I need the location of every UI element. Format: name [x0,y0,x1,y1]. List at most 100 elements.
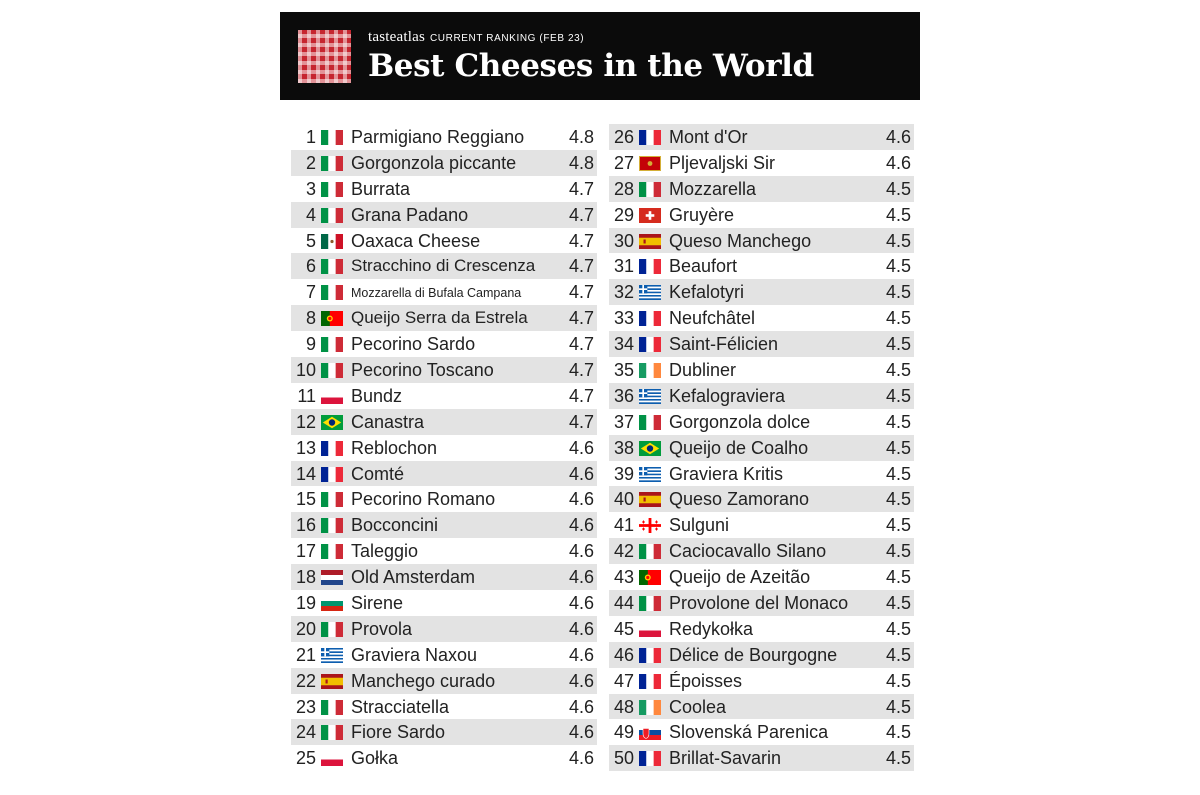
rank-number: 37 [613,411,634,432]
ranking-row: 17 Taleggio 4.6 [291,538,597,564]
rating-score: 4.6 [568,722,594,743]
rank-number: 3 [305,178,316,199]
rank-number: 24 [295,722,316,743]
flag-italy-icon [321,258,343,275]
rating-score: 4.8 [568,152,594,173]
rank-number: 35 [613,360,634,381]
rank-number: 48 [613,696,634,717]
rank-number: 1 [305,127,316,147]
ranking-row: 45 Redykołka 4.5 [609,616,914,642]
rank-number: 29 [613,204,634,225]
flag-italy-icon [639,595,661,612]
rating-score: 4.5 [885,256,911,277]
rating-score: 4.5 [885,489,911,510]
header-topline: tasteatlas CURRENT RANKING (FEB 23) [368,28,584,46]
flag-ireland-icon [639,362,661,379]
ranking-row: 48 Coolea 4.5 [609,693,914,720]
cheese-name: Queso Zamorano [669,489,810,510]
rating-score: 4.6 [568,670,594,691]
rating-score: 4.5 [885,618,911,639]
rating-score: 4.7 [568,282,594,303]
rank-number: 33 [613,308,634,329]
flag-italy-icon [321,155,343,171]
flag-italy-icon [639,414,661,430]
rank-number: 21 [295,644,316,665]
rating-score: 4.6 [568,437,594,458]
flag-poland-icon [321,388,343,404]
flag-italy-icon [321,207,343,223]
cheese-name: Kefalotyri [669,282,745,303]
ranking-row: 19 Sirene 4.6 [291,590,597,616]
rating-score: 4.6 [568,593,594,614]
rank-number: 50 [613,748,634,769]
ranking-row: 15 Pecorino Romano 4.6 [291,486,597,512]
cheese-name: Oaxaca Cheese [351,230,481,251]
ranking-row: 40 Queso Zamorano 4.5 [609,486,914,513]
flag-netherlands-icon [321,569,343,586]
ranking-row: 36 Kefalograviera 4.5 [609,382,914,409]
rating-score: 4.7 [568,385,594,406]
cheese-name: Slovenská Parenica [669,722,829,743]
rank-number: 28 [613,178,634,199]
cheese-name: Stracchino di Crescenza [351,256,536,276]
rating-score: 4.6 [568,515,594,536]
rating-score: 4.6 [568,644,594,665]
cheese-name: Fiore Sardo [351,722,446,743]
rank-number: 41 [613,515,634,536]
cheese-name: Saint-Félicien [669,334,779,355]
checkered-tablecloth-icon [298,30,351,83]
rank-number: 49 [613,722,634,743]
rank-number: 23 [295,696,316,717]
rating-score: 4.6 [568,463,594,484]
flag-brazil-icon [639,440,661,456]
ranking-row: 49 Slovenská Parenica 4.5 [609,719,914,745]
flag-brazil-icon [321,414,343,430]
rating-score: 4.5 [885,334,911,355]
ranking-row: 34 Saint-Félicien 4.5 [609,331,914,358]
cheese-name: Pljevaljski Sir [669,152,776,173]
cheese-name: Queijo Serra da Estrela [351,308,528,328]
cheese-name: Kefalograviera [669,385,786,406]
ranking-row: 29 Gruyère 4.5 [609,202,914,228]
ranking-row: 32 Kefalotyri 4.5 [609,279,914,306]
ranking-row: 47 Époisses 4.5 [609,668,914,694]
rating-score: 4.5 [885,541,911,562]
header-banner: tasteatlas CURRENT RANKING (FEB 23) Best … [280,12,920,100]
flag-spain-icon [321,673,343,689]
flag-switzerland-icon [639,207,661,223]
flag-poland-icon [639,621,661,637]
cheese-name: Canastra [351,411,425,432]
rank-number: 7 [305,282,316,303]
rank-number: 12 [295,411,316,432]
cheese-name: Sirene [351,593,404,614]
cheese-name: Délice de Bourgogne [669,644,838,665]
ranking-list-left: 1 Parmigiano Reggiano 4.8 2 Gorgonzola picca… [291,124,597,771]
rank-number: 4 [305,204,316,225]
rating-score: 4.5 [885,748,911,769]
rating-score: 4.7 [568,411,594,432]
rank-number: 5 [305,230,316,251]
flag-ireland-icon [639,699,661,715]
rating-score: 4.5 [885,696,911,717]
ranking-row: 4 Grana Padano 4.7 [291,201,597,228]
ranking-row: 6 Stracchino di Crescenza 4.7 [291,253,597,280]
flag-greece-icon [639,284,661,301]
flag-france-icon [639,310,661,327]
cheese-name: Graviera Naxou [351,644,478,665]
rank-number: 43 [613,567,634,588]
flag-france-icon [639,673,661,689]
rank-number: 11 [297,385,316,406]
ranking-row: 33 Neufchâtel 4.5 [609,305,914,331]
rank-number: 26 [613,127,634,147]
cheese-name: Old Amsterdam [351,567,476,588]
cheese-name: Bocconcini [351,515,439,536]
flag-greece-icon [639,388,661,404]
flag-italy-icon [321,621,343,637]
flag-mexico-icon [321,233,343,249]
rating-score: 4.5 [885,230,911,251]
ranking-row: 12 Canastra 4.7 [291,408,597,435]
cheese-name: Sulguni [669,515,730,536]
cheese-name: Pecorino Toscano [351,360,494,381]
ranking-list-right: 26 Mont d'Or 4.6 27 Pljevaljski Sir 4.6 28 Mozz… [609,124,914,772]
rank-number: 22 [295,670,316,691]
